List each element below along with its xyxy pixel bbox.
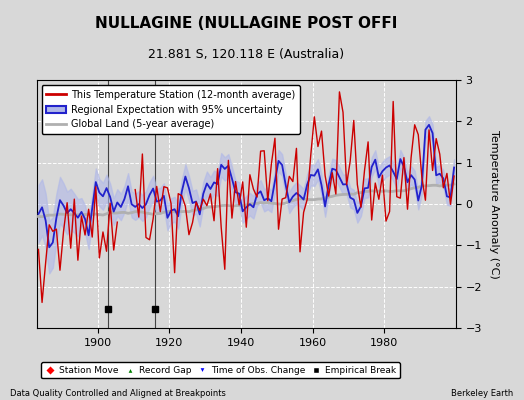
Text: Berkeley Earth: Berkeley Earth	[451, 389, 514, 398]
Legend: Station Move, Record Gap, Time of Obs. Change, Empirical Break: Station Move, Record Gap, Time of Obs. C…	[41, 362, 400, 378]
Text: 21.881 S, 120.118 E (Australia): 21.881 S, 120.118 E (Australia)	[148, 48, 344, 61]
Text: NULLAGINE (NULLAGINE POST OFFI: NULLAGINE (NULLAGINE POST OFFI	[95, 16, 398, 31]
Y-axis label: Temperature Anomaly (°C): Temperature Anomaly (°C)	[489, 130, 499, 278]
Text: Data Quality Controlled and Aligned at Breakpoints: Data Quality Controlled and Aligned at B…	[10, 389, 226, 398]
